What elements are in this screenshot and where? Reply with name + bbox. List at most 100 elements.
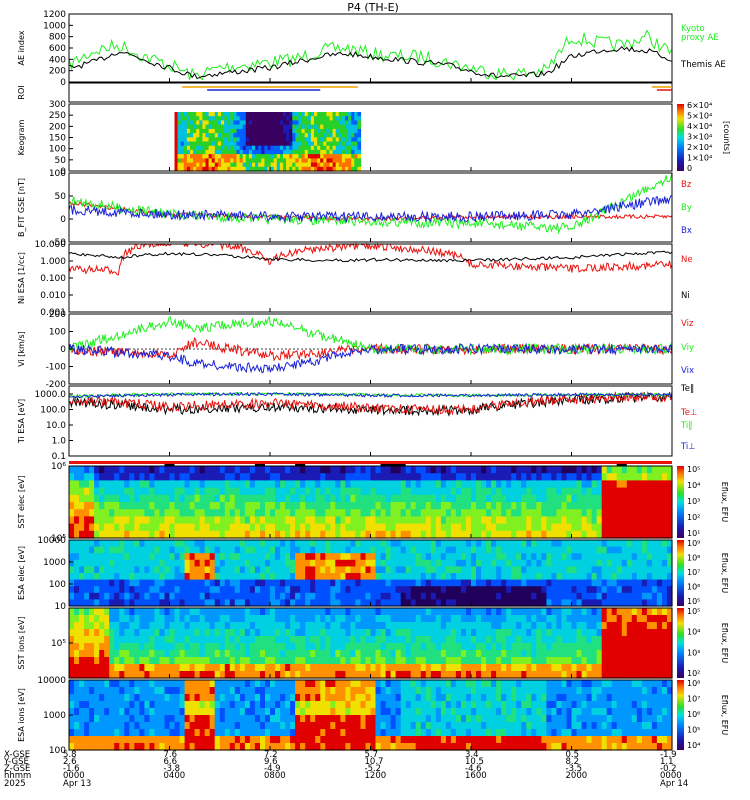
sst-elec-cell: [516, 494, 522, 503]
keogram-cell: [205, 133, 210, 138]
sst-ion-cell: [551, 671, 557, 679]
sst-elec-cell: [129, 480, 135, 489]
sst-elec-cell: [476, 523, 482, 532]
sst-ion-cell: [390, 664, 397, 672]
keogram-cell: [317, 141, 321, 147]
sst-ion-cell: [380, 671, 387, 679]
sst-ion-cell: [491, 608, 497, 616]
sst-elec-cell: [305, 509, 311, 517]
sst-elec-cell: [526, 473, 532, 481]
sst-ion-cell: [546, 629, 552, 637]
esa-elec-cell: [461, 573, 467, 581]
esa-elec-cell: [119, 573, 125, 581]
esa-ion-cell: [184, 694, 191, 702]
sst-ion-cell: [646, 664, 653, 672]
sst-elec-cell: [450, 487, 457, 496]
sst-ion-cell: [214, 650, 221, 658]
sst-elec-cell: [390, 466, 397, 474]
keogram-cell: [338, 141, 343, 147]
esa-elec-cell: [229, 553, 236, 561]
sst-ion-cell: [285, 622, 291, 630]
keogram-cell: [326, 120, 331, 126]
keogram-ytick-label: 250: [49, 111, 66, 121]
sst-elec-cell: [204, 530, 211, 539]
esa-elec-cell: [114, 586, 120, 594]
keogram-cell: [248, 116, 253, 121]
esa-elec-cell: [229, 573, 236, 581]
esa-elec-cell: [224, 592, 231, 600]
esa-elec-cell: [174, 579, 181, 587]
sst-elec-cell: [581, 502, 588, 510]
sst-elec-cell: [586, 466, 593, 474]
sst-ion-cell: [69, 636, 75, 644]
sst-ion-cell: [365, 622, 372, 630]
esa-elec-cell: [445, 573, 452, 581]
sst-ion-cell: [189, 671, 196, 679]
density-ylabel: Ni ESA [1/cc]: [17, 252, 26, 304]
sst-elec-cell: [104, 494, 110, 503]
sst-elec-cell: [541, 473, 547, 481]
sst-elec-cell: [99, 530, 105, 539]
esa-elec-cell: [184, 559, 191, 567]
sst-elec-cell: [275, 473, 281, 481]
keogram-cell: [196, 120, 200, 126]
sst-ion-cell: [124, 629, 130, 637]
sst-ion-cell: [566, 643, 573, 651]
sst-ion-cell: [667, 671, 673, 679]
esa-elec-cell: [330, 592, 336, 600]
sst-elec-cell: [626, 466, 633, 474]
sst-ion-cell: [511, 643, 517, 651]
keogram-cell: [310, 141, 315, 147]
esa-elec-cell: [149, 546, 155, 554]
esa-elec-cell: [606, 592, 613, 600]
sst-ion-cell: [280, 629, 286, 637]
sst-ion-cell: [99, 657, 105, 665]
sst-elec-cell: [440, 516, 447, 525]
esa-elec-cell: [461, 553, 467, 561]
esa-elec-cell: [541, 592, 547, 600]
sst-ion-cell: [315, 636, 321, 644]
keogram-cell: [295, 154, 300, 159]
sst-elec-cell: [496, 487, 502, 496]
esa-elec-cell: [667, 559, 673, 567]
sst-elec-cell: [420, 473, 427, 481]
sst-elec-cell: [315, 473, 321, 481]
sst-elec-cell: [244, 516, 251, 525]
sst-elec-cell: [576, 494, 583, 503]
sst-ion-cell: [224, 650, 231, 658]
sst-ion-cell: [536, 615, 542, 623]
sst-ion-cell: [496, 636, 502, 644]
esa-elec-cell: [340, 592, 346, 600]
sst-ion-cell: [104, 622, 110, 630]
sst-ion-cell: [496, 622, 502, 630]
sst-elec-cell: [380, 502, 387, 510]
sst-elec-cell: [415, 466, 422, 474]
sst-ion-cell: [651, 657, 658, 665]
sst-ion-cell: [99, 608, 105, 616]
sst-elec-cell: [89, 523, 95, 532]
sst-ion-cell: [581, 657, 588, 665]
sst-elec-cell: [134, 502, 140, 510]
keogram-cell: [323, 158, 327, 164]
sst-ion-cell: [631, 657, 638, 665]
sst-ion-cell: [129, 622, 135, 630]
esa-elec-cell: [541, 546, 547, 554]
esa-elec-cell: [189, 599, 196, 607]
sst-ion-cell: [335, 622, 341, 630]
esa-elec-cell: [385, 573, 392, 581]
sst-elec-cell: [596, 480, 603, 489]
esa-ion-cell: [69, 708, 75, 716]
keogram-cell: [283, 166, 287, 172]
sst-ion-cell: [129, 664, 135, 672]
sst-ion-cell: [129, 636, 135, 644]
sst-ion-cell: [395, 608, 402, 616]
esa-ion-cell: [114, 687, 120, 695]
esa-elec-cell: [601, 586, 608, 594]
esa-elec-cell: [239, 553, 246, 561]
esa-elec-cell: [69, 553, 75, 561]
sst-elec-cell: [596, 509, 603, 517]
sst-ion-cell: [265, 650, 271, 658]
esa-ion-cell: [119, 701, 125, 709]
sst-ion-cell: [576, 650, 583, 658]
sst-elec-cell: [450, 509, 457, 517]
